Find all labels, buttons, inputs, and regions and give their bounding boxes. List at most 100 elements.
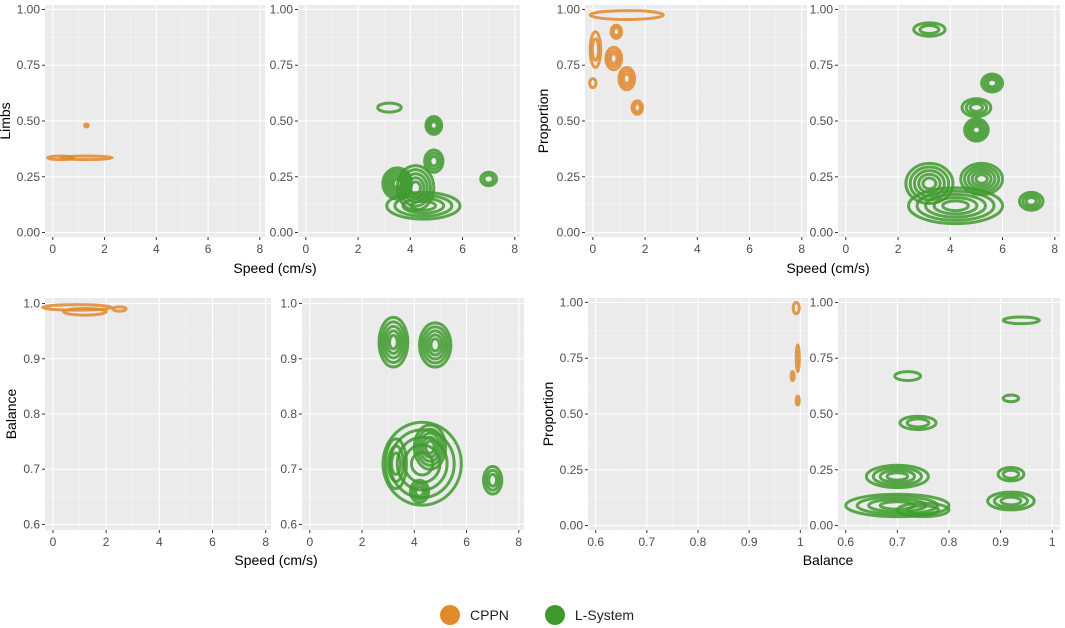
y-tick-label: 0.00 — [810, 519, 834, 533]
cppn-density-series — [46, 122, 114, 162]
cppn-contour — [617, 65, 637, 92]
x-tick-label: 6 — [209, 535, 216, 549]
top-right-cppn-panel: 0 2 4 6 8 0.00 0.25 0.50 0.75 1.00 — [557, 2, 807, 256]
top-right-lsystem-panel: 0 2 4 6 8 0.00 0.25 0.50 0.75 1.00 — [810, 2, 1060, 256]
cppn-density-series — [588, 9, 665, 116]
y-tick-label: 0.50 — [270, 114, 294, 128]
lsystem-contour — [415, 427, 445, 467]
x-tick-label: 6 — [746, 242, 753, 256]
cppn-density-series — [40, 303, 128, 317]
x-tick-label: 2 — [359, 535, 366, 549]
lsystem-contour — [385, 329, 402, 355]
lsystem-contour — [960, 97, 993, 119]
lsystem-contour — [412, 423, 448, 471]
lsystem-contour — [426, 333, 444, 357]
cppn-contour — [609, 23, 624, 40]
x-tick-label: 0 — [306, 535, 313, 549]
y-tick-label: 0.25 — [810, 170, 834, 184]
x-tick-label: 1 — [1049, 535, 1056, 549]
lsystem-contour — [1001, 468, 1021, 480]
y-tick-label: 0.8 — [280, 407, 297, 421]
lsystem-contour — [844, 492, 951, 519]
lsystem-contour — [898, 414, 938, 432]
cppn-density-series — [789, 300, 801, 407]
lsystem-contour — [482, 464, 504, 496]
lsystem-contour — [992, 493, 1030, 509]
lsystem-contour — [487, 472, 499, 488]
x-tick-label: 6 — [205, 242, 212, 256]
y-tick-label: 0.7 — [23, 462, 40, 476]
lsystem-contour — [966, 167, 997, 191]
cppn-contour — [794, 343, 801, 374]
y-tick-label: 0.6 — [280, 517, 297, 531]
y-tick-label: 0.75 — [270, 58, 294, 72]
lsystem-contour — [983, 75, 1002, 91]
lsystem-contour — [395, 164, 436, 212]
x-tick-label: 2 — [101, 242, 108, 256]
lsystem-contour — [864, 463, 930, 490]
legend-label-lsystem: L-System — [574, 607, 635, 623]
lsystem-contour — [970, 170, 993, 188]
lsystem-contour — [1018, 190, 1045, 212]
cppn-contour — [83, 122, 90, 129]
y-tick-label: 0.75 — [560, 351, 584, 365]
y-tick-label: 0.75 — [810, 58, 834, 72]
cppn-contour — [621, 72, 632, 85]
y-tick-label: 0.00 — [560, 519, 584, 533]
lsystem-contour — [971, 124, 982, 136]
x-tick-label: 0.9 — [741, 535, 758, 549]
x-tick-label: 0.8 — [690, 535, 707, 549]
lsystem-contour — [418, 431, 442, 463]
y-tick-label: 0.25 — [810, 463, 834, 477]
y-tick-label: 1.00 — [560, 295, 584, 309]
y-tick-label: 1.00 — [17, 2, 41, 16]
lsystem-contour — [917, 172, 942, 195]
lsystem-contour — [1001, 315, 1041, 326]
lsystem-contour — [885, 471, 910, 482]
y-tick-label: 1.0 — [280, 297, 297, 311]
bottom-left-x-axis-label: Speed (cm/s) — [234, 552, 317, 568]
lsystem-contour — [405, 176, 426, 200]
lsystem-contour — [871, 466, 923, 487]
x-tick-label: 2 — [103, 535, 110, 549]
y-tick-label: 0.6 — [23, 517, 40, 531]
top-right-y-axis-label: Proportion — [535, 89, 551, 154]
lsystem-contour — [423, 329, 447, 361]
lsystem-contour — [479, 170, 498, 188]
x-tick-label: 6 — [999, 242, 1006, 256]
lsystem-contour — [924, 192, 987, 219]
lsystem-contour — [904, 161, 955, 206]
cppn-contour — [791, 300, 801, 316]
x-tick-label: 4 — [947, 242, 954, 256]
y-tick-label: 0.50 — [560, 407, 584, 421]
lsystem-contour — [426, 117, 441, 134]
lsystem-contour — [941, 199, 970, 213]
x-tick-label: 4 — [153, 242, 160, 256]
y-tick-label: 1.00 — [810, 295, 834, 309]
x-tick-label: 0 — [842, 242, 849, 256]
lsystem-contour — [918, 24, 941, 36]
lsystem-density-series — [376, 101, 498, 221]
lsystem-contour — [996, 466, 1026, 483]
x-tick-label: 4 — [411, 535, 418, 549]
y-tick-label: 0.50 — [557, 114, 581, 128]
cppn-contour — [789, 370, 796, 383]
lsystem-contour — [915, 189, 996, 222]
x-tick-label: 1 — [797, 535, 804, 549]
x-tick-label: 8 — [511, 242, 518, 256]
bottom-left-lsystem-panel: 0 2 4 6 8 0.6 0.7 0.8 0.9 1.0 — [280, 297, 524, 549]
x-tick-label: 2 — [895, 242, 902, 256]
lsystem-contour — [408, 478, 431, 504]
lsystem-contour — [912, 21, 947, 38]
lsystem-contour — [428, 154, 440, 168]
cppn-swatch-icon — [440, 605, 460, 625]
cppn-contour — [630, 99, 644, 116]
lsystem-contour — [414, 485, 425, 498]
lsystem-contour — [384, 437, 408, 491]
lsystem-contour — [986, 77, 999, 89]
lsystem-contour — [921, 176, 938, 191]
lsystem-contour — [420, 325, 450, 365]
y-tick-label: 0.7 — [280, 462, 297, 476]
lsystem-contour — [387, 444, 405, 483]
figure: 0 2 4 6 80.000.250.500.751.000 2 4 6 80.000.250.… — [0, 2, 1060, 568]
